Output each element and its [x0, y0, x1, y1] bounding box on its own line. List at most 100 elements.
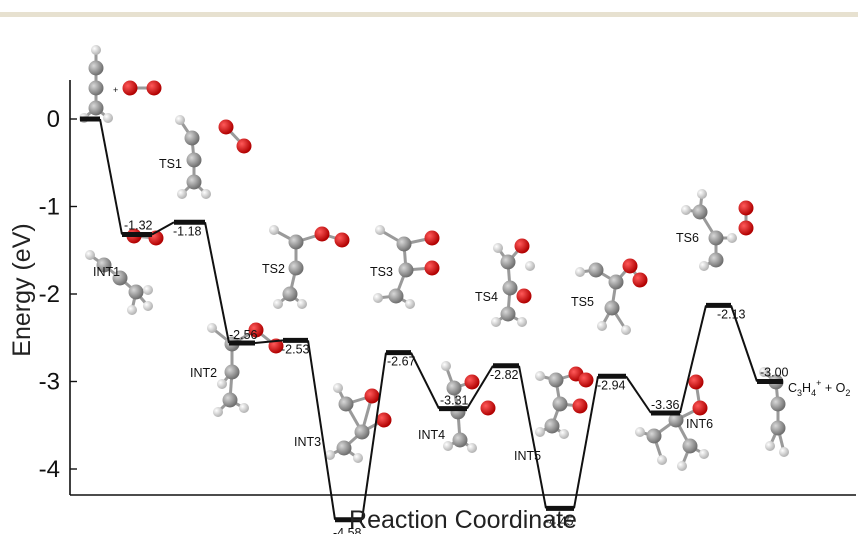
- oxygen-atom: [514, 238, 530, 254]
- oxygen-atom: [424, 260, 440, 276]
- molecule-structure-icon: [122, 80, 162, 96]
- y-tick-label: 0: [47, 106, 60, 133]
- hydrogen-atom: [239, 403, 249, 413]
- oxygen-atom: [688, 374, 704, 390]
- hydrogen-atom: [375, 225, 385, 235]
- hydrogen-atom: [491, 317, 501, 327]
- molecule-structure-icon: [535, 366, 594, 439]
- carbon-atom: [112, 270, 128, 286]
- energy-value-label: -1.32: [124, 219, 153, 233]
- energy-value-label: -4.45: [545, 514, 574, 528]
- carbon-atom: [544, 418, 560, 434]
- molecule-structure-icon: [85, 228, 164, 315]
- carbon-atom: [502, 280, 518, 296]
- hydrogen-atom: [765, 441, 775, 451]
- hydrogen-atom: [759, 367, 769, 377]
- carbon-atom: [692, 204, 708, 220]
- structure-label: INT4: [418, 428, 445, 442]
- oxygen-atom: [738, 220, 754, 236]
- oxygen-atom: [122, 80, 138, 96]
- oxygen-atom: [578, 372, 594, 388]
- connector-line: [730, 305, 758, 382]
- hydrogen-atom: [213, 407, 223, 417]
- oxygen-atom: [376, 412, 392, 428]
- oxygen-atom: [146, 80, 162, 96]
- hydrogen-atom: [535, 371, 545, 381]
- hydrogen-atom: [635, 427, 645, 437]
- hydrogen-atom: [273, 299, 283, 309]
- molecule-structure-icon: [175, 115, 252, 199]
- structure-label: TS4: [475, 290, 498, 304]
- oxygen-atom: [364, 388, 380, 404]
- molecule-structure-icon: [491, 238, 535, 327]
- hydrogen-atom: [269, 225, 279, 235]
- y-tick-label: -1: [39, 194, 60, 221]
- hydrogen-atom: [353, 453, 363, 463]
- carbon-atom: [588, 262, 604, 278]
- carbon-atom: [88, 60, 104, 76]
- carbon-atom: [282, 286, 298, 302]
- hydrogen-atom: [85, 250, 95, 260]
- molecule-structure-icon: [575, 258, 648, 335]
- carbon-atom: [338, 396, 354, 412]
- hydrogen-atom: [575, 267, 585, 277]
- carbon-atom: [184, 130, 200, 146]
- oxygen-atom: [334, 232, 350, 248]
- oxygen-atom: [516, 288, 532, 304]
- energy-value-label: -2.82: [490, 368, 519, 382]
- oxygen-atom: [632, 272, 648, 288]
- carbon-atom: [452, 432, 468, 448]
- energy-value-label: -3.36: [651, 398, 680, 412]
- carbon-atom: [398, 262, 414, 278]
- hydrogen-atom: [621, 325, 631, 335]
- hydrogen-atom: [699, 449, 709, 459]
- structure-label: INT2: [190, 366, 217, 380]
- hydrogen-atom: [443, 441, 453, 451]
- connector-line: [518, 365, 547, 509]
- carbon-atom: [500, 306, 516, 322]
- molecule-structure-icon: [269, 225, 350, 309]
- plus-sign: +: [113, 85, 118, 95]
- oxygen-atom: [424, 230, 440, 246]
- hydrogen-atom: [175, 115, 185, 125]
- carbon-atom: [708, 230, 724, 246]
- connector-line: [466, 365, 494, 410]
- molecule-structure-icon: [373, 225, 440, 309]
- molecule-structure-icon: [635, 374, 709, 471]
- connector-line: [361, 352, 387, 520]
- connector-line: [204, 222, 230, 344]
- hydrogen-atom: [325, 450, 335, 460]
- hydrogen-atom: [207, 323, 217, 333]
- oxygen-atom: [572, 398, 588, 414]
- y-tick-label: -2: [39, 281, 60, 308]
- structure-label: INT1: [93, 265, 120, 279]
- hydrogen-atom: [91, 45, 101, 55]
- energy-value-label: -1.18: [173, 224, 202, 238]
- carbon-atom: [604, 300, 620, 316]
- hydrogen-atom: [699, 261, 709, 271]
- connector-line: [625, 375, 652, 414]
- carbon-atom: [88, 80, 104, 96]
- x-axis-title: Reaction Coordinate: [349, 506, 577, 534]
- energy-value-label: -2.13: [717, 307, 746, 321]
- carbon-atom: [186, 174, 202, 190]
- structure-label: TS2: [262, 262, 285, 276]
- energy-value-label: -4.58: [333, 526, 362, 534]
- structure-label: INT3: [294, 435, 321, 449]
- carbon-atom: [500, 254, 516, 270]
- hydrogen-atom: [405, 299, 415, 309]
- y-tick-label: -4: [39, 456, 60, 483]
- connector-line: [410, 352, 440, 410]
- carbon-atom: [446, 380, 462, 396]
- structure-label: TS6: [676, 231, 699, 245]
- carbon-atom: [388, 288, 404, 304]
- energy-value-label: -2.56: [229, 328, 258, 342]
- hydrogen-atom: [127, 305, 137, 315]
- carbon-atom: [708, 252, 724, 268]
- hydrogen-atom: [517, 317, 527, 327]
- hydrogen-atom: [493, 243, 503, 253]
- carbon-atom: [224, 364, 240, 380]
- oxygen-atom: [622, 258, 638, 274]
- carbon-atom: [770, 396, 786, 412]
